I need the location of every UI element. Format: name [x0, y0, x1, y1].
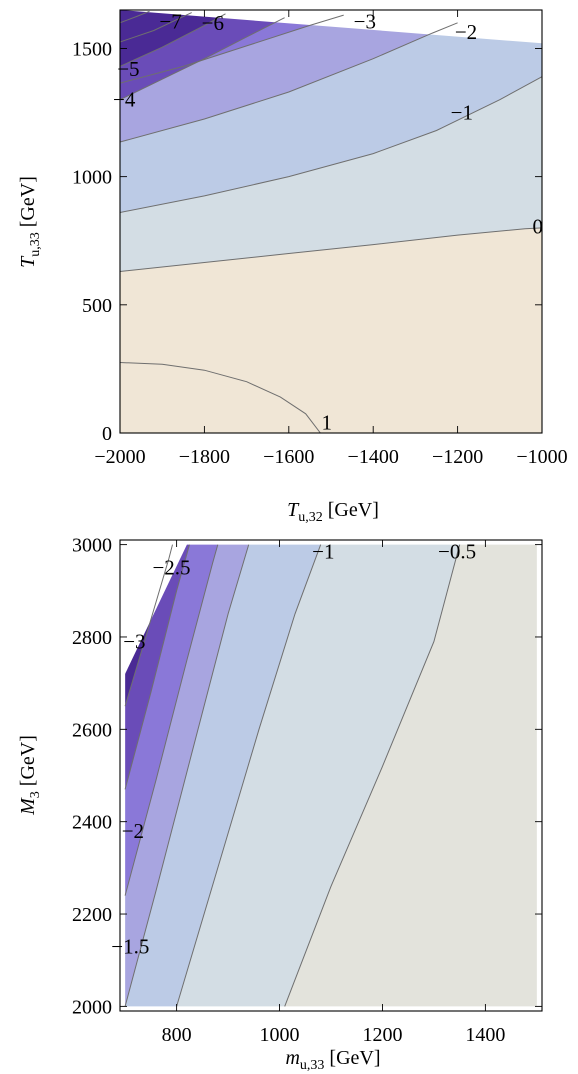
top-x-label-sub: u,32 — [298, 510, 323, 525]
top-plot-contour-labels: 1 0 −1 −2 −3 −4 −5 −6 −7 — [113, 10, 543, 435]
contour-label-level-1: 1 — [322, 411, 333, 435]
contour-line-level--2 — [124, 544, 219, 896]
bottom-y-label-unit: [GeV] — [17, 735, 39, 791]
contour-label-level--2: −2 — [122, 819, 144, 843]
top-plot-y-axis-label: Tu,33 [GeV] — [17, 176, 43, 268]
top-plot-y-ticks: 0 500 1000 1500 — [72, 38, 542, 445]
bottom-contour-plot: −0.5−1−1.5−2−2.5−3 800 1000 1200 1400 20002… — [17, 535, 543, 1073]
top-plot-contour-lines — [120, 10, 542, 433]
y-tick-label: 0 — [102, 423, 112, 445]
bottom-plot-x-ticks: 800 1000 1200 1400 — [162, 540, 505, 1046]
y-tick-label: 2600 — [72, 719, 112, 741]
bottom-y-label-main: M — [17, 797, 39, 816]
x-tick-label: −1400 — [348, 446, 399, 468]
contour-label-level--7: −7 — [159, 10, 181, 34]
bottom-plot-y-axis-label: M3 [GeV] — [17, 735, 43, 816]
contour-line-level--5 — [120, 13, 226, 67]
bottom-x-label-unit: [GeV] — [324, 1047, 380, 1069]
contour-line-level-1 — [120, 362, 321, 433]
y-tick-label: 2800 — [72, 627, 112, 649]
contour-label-level--1: −1 — [312, 540, 334, 564]
x-tick-label: 800 — [162, 1024, 192, 1046]
contour-line-level--4 — [120, 17, 285, 101]
excluded-region — [120, 540, 187, 674]
x-tick-label: −1600 — [263, 446, 314, 468]
plot-margin-right — [536, 540, 542, 1011]
contour-label-level--6: −6 — [202, 11, 224, 35]
excluded-region — [120, 10, 542, 44]
x-tick-label: −1200 — [432, 446, 483, 468]
y-tick-label: 1000 — [72, 167, 112, 189]
contour-label-level--2: −2 — [455, 20, 477, 44]
top-plot-fill-regions — [120, 10, 542, 433]
contour-label-level--2.5: −2.5 — [152, 556, 190, 580]
top-plot-x-ticks: −2000 −1800 −1600 −1400 −1200 −1000 — [94, 10, 568, 468]
x-tick-label: 1200 — [362, 1024, 402, 1046]
fill-region-level--6 — [120, 10, 192, 42]
fill-region-level-1 — [120, 362, 321, 433]
plot-margin-left — [120, 540, 126, 1011]
y-tick-label: 2200 — [72, 904, 112, 926]
contour-line-level--1 — [120, 76, 542, 213]
x-tick-label: 1400 — [465, 1024, 505, 1046]
contour-line-level--2 — [120, 22, 458, 143]
x-tick-label: −2000 — [94, 446, 145, 468]
y-tick-label: 2400 — [72, 812, 112, 834]
contour-line-level-0 — [120, 227, 542, 272]
contour-line-level--2.5 — [124, 544, 190, 790]
plot-margin-top — [120, 540, 542, 545]
bottom-plot-y-ticks: 2000 2200 2400 2600 2800 3000 — [72, 535, 542, 1018]
contour-label-level--3: −3 — [354, 10, 376, 34]
x-tick-label: −1000 — [516, 446, 567, 468]
contour-label-level-0: 0 — [533, 215, 544, 239]
bottom-y-label-sub: 3 — [28, 791, 43, 798]
top-x-label-unit: [GeV] — [323, 499, 379, 521]
top-y-label-unit: [GeV] — [17, 176, 39, 232]
top-y-label-main: T — [17, 255, 39, 268]
contour-label-level--5: −5 — [117, 57, 139, 81]
contour-label-level--3: −3 — [123, 630, 145, 654]
top-plot-x-axis-label: Tu,32 [GeV] — [287, 499, 379, 525]
bottom-plot-frame — [119, 539, 543, 1012]
contour-label-level--1: −1 — [451, 101, 473, 125]
top-plot-frame — [119, 9, 543, 434]
contour-line-level--7 — [120, 10, 150, 24]
top-x-label-main: T — [287, 499, 300, 521]
bottom-plot-contour-labels: −0.5 −1 −1.5 −2 −2.5 −3 — [111, 540, 476, 959]
contour-label-level--0.5: −0.5 — [438, 540, 476, 564]
top-y-label-sub: u,33 — [28, 232, 43, 257]
x-tick-label: 1000 — [260, 1024, 300, 1046]
x-tick-label: −1800 — [179, 446, 230, 468]
plot-margin-bottom — [120, 1006, 542, 1011]
bottom-x-label-sub: u,33 — [300, 1058, 325, 1073]
y-tick-label: 2000 — [72, 996, 112, 1018]
bottom-x-label-main: m — [285, 1047, 299, 1069]
y-tick-label: 1500 — [72, 38, 112, 60]
y-tick-label: 3000 — [72, 535, 112, 557]
contour-label-level--4: −4 — [113, 88, 136, 112]
bottom-plot-x-axis-label: mu,33 [GeV] — [285, 1047, 380, 1073]
contour-line-level--3 — [120, 14, 344, 84]
top-contour-plot: 1 0 −1 −2 −3 −4 −5 −6 −7 −2000 −1800 −1600 −1400 −12… — [17, 9, 568, 525]
contour-line-level--0.5 — [284, 544, 461, 1007]
contour-label-level--1.5: −1.5 — [111, 934, 149, 958]
contour-line-level--6 — [120, 12, 192, 43]
contour-line-level--3 — [124, 544, 173, 707]
contour-line-level--1 — [176, 544, 322, 1007]
contour-line-level--1.5 — [124, 544, 250, 1007]
bottom-plot-contour-lines — [124, 544, 461, 1007]
y-tick-label: 500 — [82, 295, 112, 317]
